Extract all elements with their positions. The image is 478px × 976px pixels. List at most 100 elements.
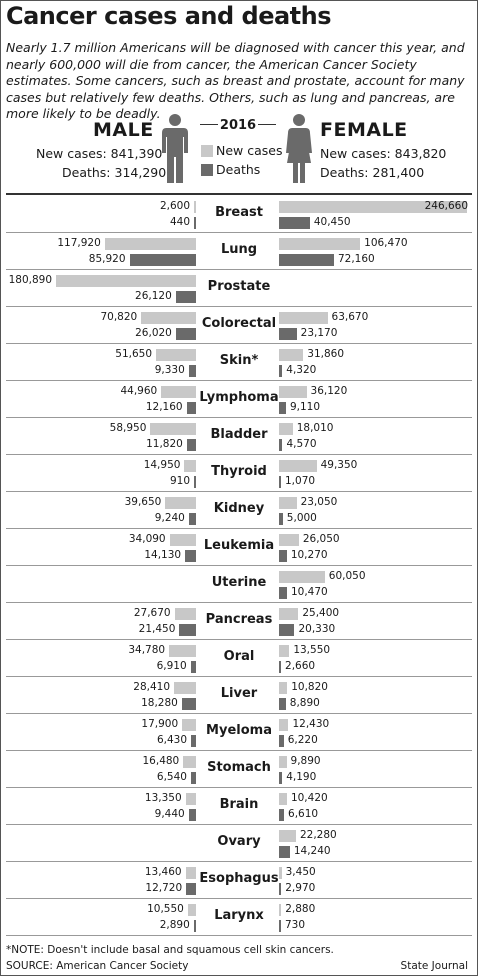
value-male-death-liver: 18,280	[141, 697, 178, 709]
bar-male-death-leukemia	[185, 550, 196, 562]
bar-male-death-myeloma	[191, 735, 196, 747]
category-label-colorectal: Colorectal	[201, 316, 277, 331]
bar-male-death-pancreas	[179, 624, 196, 636]
category-label-lung: Lung	[220, 242, 258, 257]
bar-female-new-thyroid	[279, 460, 317, 472]
row-divider	[6, 676, 472, 677]
bar-male-new-liver	[174, 682, 196, 694]
year-rule-right	[258, 124, 276, 125]
value-female-new-larynx: 2,880	[285, 903, 316, 915]
bar-female-death-brain	[279, 809, 285, 821]
category-label-esophagus: Esophagus	[199, 871, 279, 886]
value-female-new-myeloma: 12,430	[292, 718, 330, 730]
value-male-new-lung: 117,920	[57, 237, 101, 249]
value-female-death-oral: 2,660	[285, 660, 316, 672]
value-female-new-brain: 10,420	[290, 792, 328, 804]
category-label-ovary: Ovary	[217, 834, 261, 849]
bar-female-death-pancreas	[279, 624, 295, 636]
value-male-new-bladder: 58,950	[109, 422, 147, 434]
value-male-new-kidney: 39,650	[124, 496, 162, 508]
row-divider	[6, 269, 472, 270]
year-rule-left	[200, 124, 218, 125]
bar-female-death-uterine	[279, 587, 287, 599]
row-divider	[6, 232, 472, 233]
value-female-death-pancreas: 20,330	[298, 623, 336, 635]
bar-male-death-liver	[181, 698, 196, 710]
value-female-new-ovary: 22,280	[299, 829, 337, 841]
bar-female-death-leukemia	[279, 550, 287, 562]
bar-male-death-stomach	[190, 772, 196, 784]
bar-male-new-oral	[169, 645, 196, 657]
male-new-cases: New cases: 841,390	[36, 146, 163, 161]
value-female-new-oral: 13,550	[293, 644, 331, 656]
bar-female-new-lymphoma	[279, 386, 307, 398]
row-divider	[6, 380, 472, 381]
bar-female-death-esophagus	[279, 883, 282, 895]
bar-male-new-larynx	[187, 904, 196, 916]
category-label-myeloma: Myeloma	[206, 723, 272, 738]
row-divider	[6, 898, 472, 899]
value-male-new-brain: 13,350	[144, 792, 182, 804]
bar-male-death-bladder	[186, 439, 196, 451]
bar-male-death-colorectal	[175, 328, 196, 340]
value-female-death-colorectal: 23,170	[300, 327, 338, 339]
value-male-death-larynx: 2,890	[159, 919, 190, 931]
value-male-death-oral: 6,910	[156, 660, 187, 672]
value-female-new-kidney: 23,050	[300, 496, 338, 508]
bar-male-new-leukemia	[169, 534, 196, 546]
value-female-death-thyroid: 1,070	[285, 475, 316, 487]
bar-male-new-colorectal	[141, 312, 196, 324]
category-label-kidney: Kidney	[213, 501, 265, 516]
bar-female-new-stomach	[279, 756, 287, 768]
bar-female-death-breast	[279, 217, 310, 229]
value-female-new-liver: 10,820	[291, 681, 328, 693]
value-female-death-bladder: 4,570	[286, 438, 317, 450]
bar-male-death-oral	[190, 661, 196, 673]
bar-female-new-breast	[279, 201, 467, 213]
value-female-death-ovary: 14,240	[293, 845, 331, 857]
intro-text: Nearly 1.7 million Americans will be dia…	[6, 40, 465, 121]
bar-female-death-stomach	[279, 772, 283, 784]
value-female-death-liver: 8,890	[289, 697, 320, 709]
category-label-thyroid: Thyroid	[211, 464, 267, 479]
bar-male-new-bladder	[150, 423, 196, 435]
category-label-breast: Breast	[215, 205, 263, 220]
bar-female-new-kidney	[279, 497, 297, 509]
bar-female-new-oral	[279, 645, 290, 657]
row-divider	[6, 417, 472, 418]
row-divider	[6, 565, 472, 566]
value-male-death-prostate: 26,120	[135, 290, 172, 302]
value-female-death-leukemia: 10,270	[290, 549, 328, 561]
row-divider	[6, 491, 472, 492]
bar-male-new-thyroid	[184, 460, 196, 472]
bar-female-death-colorectal	[279, 328, 297, 340]
bar-female-death-larynx	[279, 920, 281, 932]
row-divider	[6, 750, 472, 751]
category-label-brain: Brain	[219, 797, 259, 812]
value-female-new-lymphoma: 36,120	[310, 385, 348, 397]
bar-male-new-myeloma	[182, 719, 196, 731]
row-divider	[6, 787, 472, 788]
female-heading: FEMALE	[320, 119, 408, 141]
bar-female-death-ovary	[279, 846, 290, 858]
value-male-new-colorectal: 70,820	[100, 311, 138, 323]
value-female-death-lung: 72,160	[337, 253, 375, 265]
row-divider	[6, 306, 472, 307]
bar-female-new-brain	[279, 793, 287, 805]
value-male-new-stomach: 16,480	[142, 755, 180, 767]
value-male-new-prostate: 180,890	[8, 274, 52, 286]
value-female-death-kidney: 5,000	[286, 512, 317, 524]
value-male-death-esophagus: 12,720	[145, 882, 183, 894]
bar-female-death-liver	[279, 698, 286, 710]
value-male-death-brain: 9,440	[154, 808, 185, 820]
category-label-liver: Liver	[220, 686, 258, 701]
value-male-new-esophagus: 13,460	[144, 866, 182, 878]
bar-female-new-esophagus	[279, 867, 282, 879]
year-label: 2016	[219, 118, 257, 133]
credit-note: State Journal	[400, 960, 468, 972]
bar-male-death-kidney	[188, 513, 196, 525]
bar-female-death-skin	[279, 365, 283, 377]
category-label-pancreas: Pancreas	[205, 612, 273, 627]
bar-female-death-lymphoma	[279, 402, 286, 414]
bar-male-death-prostate	[175, 291, 196, 303]
